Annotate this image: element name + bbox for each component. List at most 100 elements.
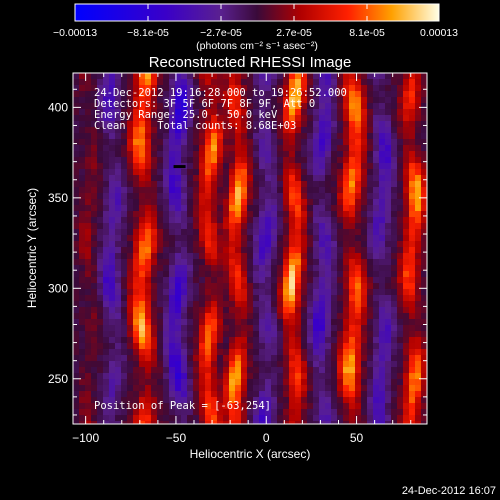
heatmap-cell [397, 337, 403, 343]
heatmap-cell [109, 127, 115, 133]
heatmap-cell [211, 175, 217, 181]
heatmap-cell [199, 271, 205, 277]
heatmap-cell [127, 277, 133, 283]
heatmap-cell [367, 259, 373, 265]
heatmap-cell [205, 331, 211, 337]
heatmap-cell [211, 343, 217, 349]
heatmap-cell [403, 91, 409, 97]
heatmap-cell [259, 85, 265, 91]
heatmap-cell [403, 385, 409, 391]
heatmap-cell [151, 109, 157, 115]
heatmap-cell [379, 115, 385, 121]
heatmap-cell [283, 73, 289, 79]
heatmap-cell [241, 313, 247, 319]
heatmap-cell [145, 337, 151, 343]
heatmap-cell [187, 259, 193, 265]
heatmap-cell [169, 325, 175, 331]
heatmap-cell [235, 325, 241, 331]
heatmap-cell [265, 187, 271, 193]
heatmap-cell [361, 307, 367, 313]
heatmap-cell [109, 391, 115, 397]
heatmap-cell [295, 223, 301, 229]
heatmap-cell [373, 391, 379, 397]
heatmap-cell [271, 217, 277, 223]
heatmap-cell [85, 337, 91, 343]
heatmap-cell [277, 397, 283, 403]
heatmap-cell [421, 205, 427, 211]
heatmap-cell [241, 175, 247, 181]
heatmap-cell [355, 415, 361, 421]
heatmap-cell [385, 247, 391, 253]
heatmap-cell [217, 373, 223, 379]
heatmap-cell [145, 241, 151, 247]
heatmap-cell [109, 295, 115, 301]
heatmap-cell [181, 385, 187, 391]
heatmap-cell [211, 397, 217, 403]
heatmap-cell [205, 193, 211, 199]
heatmap-cell [217, 325, 223, 331]
heatmap-cell [175, 115, 181, 121]
heatmap-cell [121, 367, 127, 373]
heatmap-cell [199, 127, 205, 133]
heatmap-cell [139, 271, 145, 277]
heatmap-cell [211, 223, 217, 229]
heatmap-cell [193, 169, 199, 175]
heatmap-cell [133, 187, 139, 193]
heatmap-cell [175, 385, 181, 391]
heatmap-cell [337, 379, 343, 385]
heatmap-cell [157, 205, 163, 211]
heatmap-cell [205, 163, 211, 169]
heatmap-cell [385, 259, 391, 265]
heatmap-cell [139, 85, 145, 91]
heatmap-cell [229, 217, 235, 223]
heatmap-cell [205, 187, 211, 193]
heatmap-cell [121, 115, 127, 121]
heatmap-cell [73, 307, 79, 313]
heatmap-cell [145, 181, 151, 187]
heatmap-cell [217, 175, 223, 181]
heatmap-cell [343, 229, 349, 235]
heatmap-cell [373, 217, 379, 223]
heatmap-cell [139, 97, 145, 103]
heatmap-cell [295, 169, 301, 175]
heatmap-cell [79, 127, 85, 133]
heatmap-cell [349, 325, 355, 331]
heatmap-cell [385, 307, 391, 313]
heatmap-cell [313, 295, 319, 301]
heatmap-cell [277, 133, 283, 139]
heatmap-cell [409, 169, 415, 175]
heatmap-cell [325, 361, 331, 367]
heatmap-cell [421, 223, 427, 229]
heatmap-cell [337, 157, 343, 163]
heatmap-cell [271, 271, 277, 277]
heatmap-cell [253, 349, 259, 355]
heatmap-cell [295, 277, 301, 283]
heatmap-cell [229, 127, 235, 133]
heatmap-cell [115, 349, 121, 355]
heatmap-cell [163, 367, 169, 373]
heatmap-cell [199, 295, 205, 301]
heatmap-cell [85, 73, 91, 79]
heatmap-cell [367, 115, 373, 121]
heatmap-cell [391, 205, 397, 211]
heatmap-cell [283, 85, 289, 91]
heatmap-cell [397, 409, 403, 415]
heatmap-cell [133, 415, 139, 421]
heatmap-cell [415, 247, 421, 253]
heatmap-cell [241, 223, 247, 229]
heatmap-cell [163, 343, 169, 349]
heatmap-cell [271, 91, 277, 97]
heatmap-cell [265, 259, 271, 265]
heatmap-cell [181, 337, 187, 343]
heatmap-cell [223, 403, 229, 409]
heatmap-cell [115, 265, 121, 271]
heatmap-cell [235, 103, 241, 109]
heatmap-cell [421, 103, 427, 109]
heatmap-cell [175, 361, 181, 367]
heatmap-cell [259, 151, 265, 157]
heatmap-cell [343, 343, 349, 349]
heatmap-cell [139, 331, 145, 337]
heatmap-cell [301, 97, 307, 103]
heatmap-cell [115, 151, 121, 157]
heatmap-cell [343, 259, 349, 265]
